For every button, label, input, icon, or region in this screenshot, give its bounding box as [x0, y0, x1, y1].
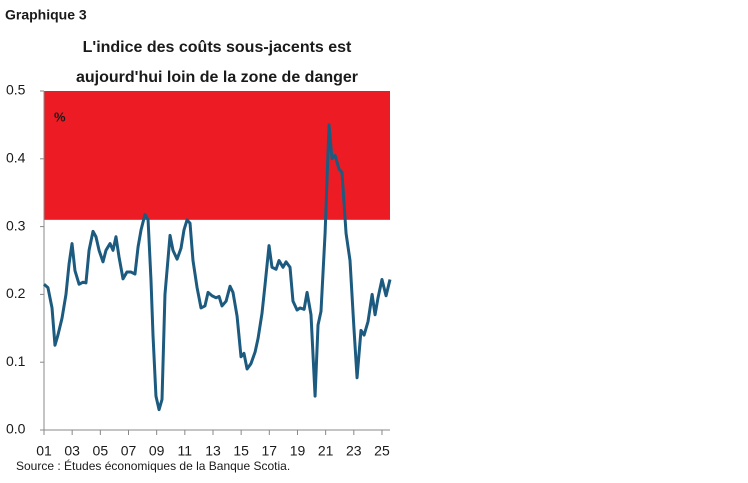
chart-title: aujourd'hui loin de la zone de danger [76, 69, 358, 86]
x-tick-label: 03 [64, 443, 80, 459]
danger-zone [44, 91, 390, 220]
x-tick-label: 13 [205, 443, 221, 459]
x-tick-label: 07 [121, 443, 137, 459]
x-tick-label: 05 [93, 443, 109, 459]
x-tick-label: 25 [374, 443, 390, 459]
y-tick-label: 0.4 [6, 150, 26, 166]
x-tick-label: 23 [346, 443, 362, 459]
source: Source : Études économiques de la Banque… [16, 458, 290, 473]
y-tick-label: 0.1 [6, 353, 26, 369]
x-tick-label: 15 [233, 443, 249, 459]
y-tick-label: 0.3 [6, 217, 26, 233]
y-tick-label: 0.0 [6, 421, 26, 437]
y-tick-label: 0.5 [6, 82, 26, 98]
x-tick-label: 17 [262, 443, 278, 459]
x-tick-label: 19 [290, 443, 306, 459]
y-tick-label: 0.2 [6, 285, 26, 301]
chart-title: L'indice des coûts sous-jacents est [83, 39, 352, 56]
chart-label: Graphique 3 [5, 7, 87, 23]
unit-label: % [54, 109, 66, 124]
x-tick-label: 21 [318, 443, 334, 459]
line-series [43, 123, 392, 412]
x-tick-label: 09 [149, 443, 165, 459]
x-tick-label: 11 [178, 443, 193, 459]
x-tick-label: 01 [36, 443, 52, 459]
